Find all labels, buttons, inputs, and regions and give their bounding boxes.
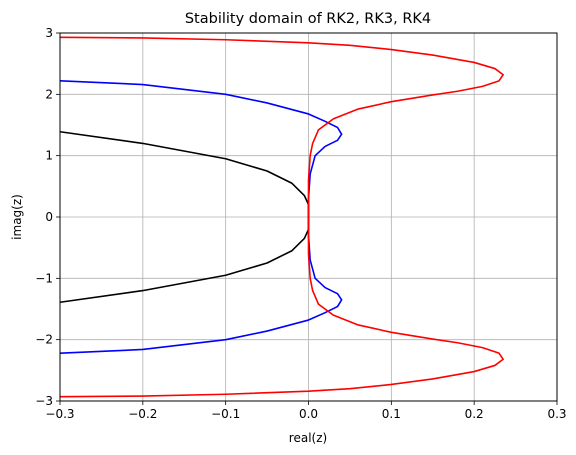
x-tick-label: −0.3 (45, 407, 74, 421)
x-tick-label: −0.1 (211, 407, 240, 421)
y-tick-label: −2 (35, 333, 53, 347)
plot-frame (59, 32, 558, 402)
x-tick-label: 0.2 (465, 407, 484, 421)
series-group (60, 36, 504, 398)
x-tick-label: −0.2 (128, 407, 157, 421)
y-axis: −3 −2 −1 0 1 2 3 (35, 26, 60, 408)
series-line-3 (60, 36, 504, 398)
y-axis-label: imag(z) (10, 194, 24, 240)
y-tick-label: 2 (45, 87, 53, 101)
y-tick-label: 0 (45, 210, 53, 224)
chart-title: Stability domain of RK2, RK3, RK4 (185, 11, 431, 27)
y-tick-label: 3 (45, 26, 53, 40)
y-tick-label: 1 (45, 149, 53, 163)
y-tick-label: −1 (35, 271, 53, 285)
x-axis: −0.3 −0.2 −0.1 0.0 0.1 0.2 0.3 (45, 401, 567, 421)
x-tick-label: 0.0 (299, 407, 318, 421)
x-axis-label: real(z) (289, 431, 327, 445)
x-tick-label: 0.3 (547, 407, 566, 421)
x-tick-label: 0.1 (382, 407, 401, 421)
y-tick-label: −3 (35, 394, 53, 408)
